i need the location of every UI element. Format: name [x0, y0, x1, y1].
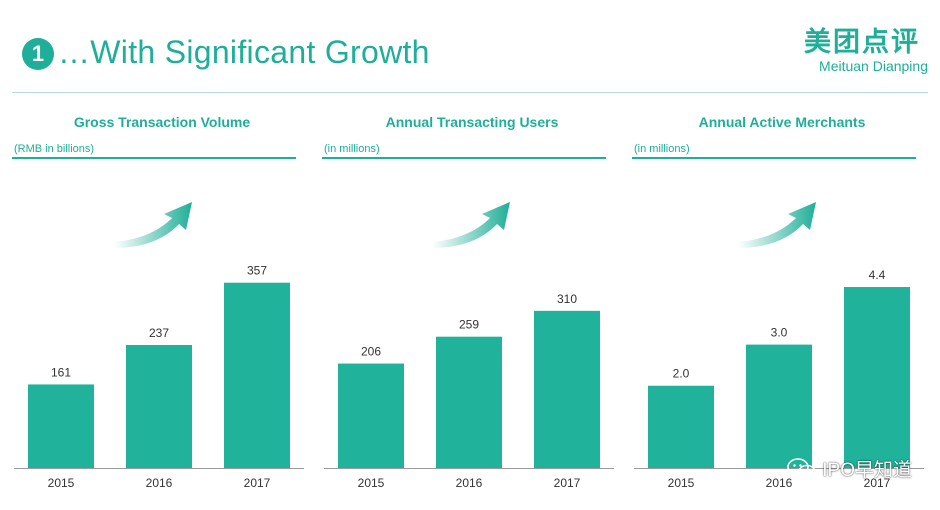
bar-2015 [28, 384, 94, 468]
chart-title: Gross Transaction Volume [73, 114, 251, 130]
bar-chart-merchants: 2.0 2015 3.0 2016 4.4 2017 [634, 268, 924, 490]
data-label: 310 [557, 292, 577, 306]
chart-title: Annual Transacting Users [385, 114, 559, 130]
chart-title: Annual Active Merchants [698, 114, 866, 130]
chart-unit: (RMB in billions) [14, 143, 95, 155]
growth-arrow-icon [738, 202, 816, 248]
x-tick-label: 2016 [146, 476, 173, 490]
x-tick-label: 2017 [244, 476, 271, 490]
bar-2015 [338, 363, 404, 468]
data-label: 4.4 [869, 268, 886, 282]
data-label: 237 [149, 326, 169, 340]
chart-panel-users: Annual Transacting Users (in millions) 2… [322, 100, 622, 505]
data-label: 3.0 [771, 326, 788, 340]
x-tick-label: 2016 [456, 476, 483, 490]
x-tick-label: 2015 [48, 476, 75, 490]
chart-rule [322, 157, 606, 159]
bar-2017 [224, 282, 290, 468]
slide-header: 1 …With Significant Growth 美团点评 Meituan … [0, 0, 940, 95]
bar-2015 [648, 385, 714, 468]
x-tick-label: 2015 [358, 476, 385, 490]
chart-unit: (in millions) [324, 143, 380, 155]
bar-2016 [746, 344, 812, 468]
data-label: 161 [51, 365, 71, 379]
page-title: …With Significant Growth [58, 34, 430, 70]
logo-english: Meituan Dianping [819, 58, 928, 74]
chart-panel-merchants: Annual Active Merchants (in millions) 2.… [632, 100, 932, 505]
chart-unit: (in millions) [634, 143, 690, 155]
data-label: 2.0 [673, 367, 690, 381]
bar-2017 [534, 310, 600, 468]
logo-chinese: 美团点评 [804, 27, 920, 58]
x-tick-label: 2017 [554, 476, 581, 490]
x-tick-label: 2016 [766, 476, 793, 490]
data-label: 206 [361, 345, 381, 359]
x-tick-label: 2015 [668, 476, 695, 490]
data-label: 259 [459, 318, 479, 332]
watermark: IPO早知道 [787, 455, 912, 482]
header-divider [12, 92, 928, 93]
wechat-icon [787, 457, 817, 479]
chart-rule [12, 157, 296, 159]
growth-arrow-icon [432, 202, 510, 248]
bar-2016 [436, 336, 502, 468]
section-number: 1 [31, 41, 45, 66]
bar-chart-users: 206 2015 259 2016 310 2017 [324, 292, 614, 490]
data-label: 357 [247, 264, 267, 278]
x-tick-label: 2017 [864, 476, 891, 490]
bar-2017 [844, 287, 910, 468]
watermark-text: IPO早知道 [822, 460, 912, 481]
bar-2016 [126, 344, 192, 468]
section-number-badge: 1 [22, 38, 54, 70]
chart-rule [632, 157, 916, 159]
bar-chart-gtv: 161 2015 237 2016 357 2017 [14, 264, 304, 490]
growth-arrow-icon [114, 202, 192, 248]
chart-panel-gtv: Gross Transaction Volume (RMB in billion… [12, 100, 312, 505]
